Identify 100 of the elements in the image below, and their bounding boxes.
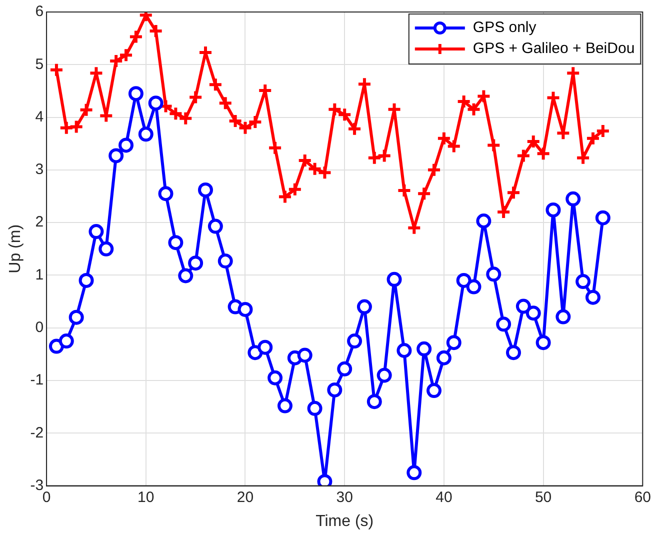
point <box>128 86 144 102</box>
point <box>585 130 600 146</box>
point <box>516 148 531 164</box>
point <box>376 368 392 383</box>
point <box>356 299 372 314</box>
point <box>526 134 541 150</box>
point <box>496 204 512 220</box>
point <box>595 210 610 226</box>
point <box>277 398 292 414</box>
point <box>307 400 322 416</box>
point <box>208 77 223 92</box>
point <box>168 235 184 250</box>
legend-label: GPS + Galileo + BeiDou <box>472 40 635 58</box>
point <box>426 162 442 178</box>
point <box>546 202 561 218</box>
point <box>396 343 412 358</box>
point <box>78 102 94 118</box>
point <box>88 224 104 240</box>
y-tick-label: 5 <box>35 56 44 73</box>
y-tick-label: 0 <box>35 319 44 336</box>
point <box>376 148 392 164</box>
point <box>68 119 84 134</box>
x-tick-label: 10 <box>138 488 154 506</box>
point <box>108 148 124 164</box>
point <box>118 48 134 63</box>
point <box>566 191 581 206</box>
point <box>406 220 422 236</box>
point <box>406 465 422 480</box>
point <box>108 53 124 68</box>
point <box>158 186 174 202</box>
y-axis-title: Up (m) <box>7 224 24 274</box>
point <box>416 341 432 356</box>
point <box>516 298 531 314</box>
point <box>595 123 610 138</box>
point <box>366 394 382 410</box>
point <box>198 182 214 198</box>
point <box>58 334 74 349</box>
point <box>386 272 402 287</box>
point <box>178 268 194 284</box>
point <box>297 348 312 363</box>
point <box>446 335 462 350</box>
point <box>337 361 352 376</box>
point <box>58 120 74 136</box>
point <box>118 138 134 153</box>
point <box>576 150 591 166</box>
point <box>506 185 521 200</box>
point <box>188 90 204 105</box>
x-tick-label: 50 <box>534 488 552 506</box>
point <box>426 383 442 398</box>
point <box>347 334 362 349</box>
point <box>476 214 492 228</box>
y-tick-label: -1 <box>30 372 44 389</box>
point <box>347 121 362 136</box>
y-tick-label: 2 <box>35 214 44 231</box>
point <box>576 274 591 290</box>
point <box>466 279 482 294</box>
point <box>238 302 253 317</box>
point <box>48 62 64 78</box>
x-axis-title: Time (s) <box>316 512 374 530</box>
point <box>436 350 452 366</box>
point <box>218 254 233 269</box>
x-tick-label: 40 <box>436 488 452 506</box>
point <box>98 241 114 256</box>
point <box>585 290 600 305</box>
point <box>486 138 502 153</box>
point <box>277 189 292 204</box>
y-tick-label: 3 <box>35 161 44 178</box>
x-tick-label: 30 <box>336 488 353 506</box>
point <box>138 126 154 142</box>
point <box>268 140 283 156</box>
point <box>496 316 512 332</box>
point <box>536 335 551 350</box>
point <box>128 29 144 44</box>
point <box>476 88 492 104</box>
point <box>456 272 472 288</box>
point <box>536 146 551 162</box>
point <box>366 150 382 166</box>
point <box>526 306 541 321</box>
point <box>188 256 204 271</box>
point <box>556 309 571 324</box>
point <box>248 114 263 130</box>
point <box>258 340 273 355</box>
point <box>208 218 223 234</box>
point <box>287 182 302 197</box>
x-tick-label: 20 <box>236 488 254 506</box>
point <box>486 266 502 282</box>
point <box>218 96 233 111</box>
point <box>78 272 94 288</box>
y-tick-label: -2 <box>30 424 44 442</box>
point <box>268 370 283 386</box>
y-tick-label: 4 <box>35 108 44 126</box>
point <box>396 182 412 198</box>
point <box>148 96 164 111</box>
y-tick-label: -3 <box>30 476 44 494</box>
y-tick-label: 6 <box>35 3 44 20</box>
point <box>327 382 342 398</box>
legend-label: GPS only <box>472 19 537 36</box>
point <box>416 186 432 202</box>
point <box>148 23 164 38</box>
point <box>68 310 84 325</box>
